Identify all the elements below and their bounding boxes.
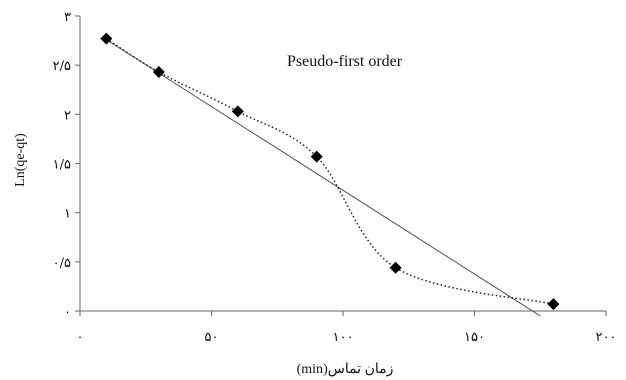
x-tick-label: ۱۵۰ bbox=[464, 330, 485, 345]
y-tick-label: ۰/۵ bbox=[53, 256, 71, 271]
y-axis-label: Ln(qe-qt) bbox=[13, 133, 28, 187]
smoothed-series-line bbox=[105, 37, 554, 305]
y-tick-label: ۱ bbox=[64, 207, 71, 222]
x-tick-label: ۱۰۰ bbox=[333, 330, 354, 345]
y-axis-ticks: ۰ ۰/۵ ۱ ۱/۵ ۲ ۲/۵ ۳ bbox=[53, 10, 80, 320]
y-tick-label: ۲ bbox=[64, 108, 71, 123]
y-tick-label: ۰ bbox=[64, 305, 71, 320]
data-point bbox=[231, 105, 244, 118]
data-point bbox=[152, 66, 165, 79]
x-axis-ticks: ۰ ۵۰ ۱۰۰ ۱۵۰ ۲۰۰ bbox=[77, 311, 617, 345]
data-point bbox=[389, 261, 402, 274]
x-tick-label: ۲۰۰ bbox=[596, 330, 617, 345]
x-axis-label: زمان تماس(min) bbox=[297, 362, 394, 377]
x-tick-label: ۵۰ bbox=[205, 330, 219, 345]
data-point bbox=[100, 32, 113, 45]
linear-trendline bbox=[106, 39, 541, 317]
x-tick-label: ۰ bbox=[77, 330, 84, 345]
y-tick-label: ۳ bbox=[64, 10, 71, 25]
data-point bbox=[310, 150, 323, 163]
data-points bbox=[100, 32, 560, 311]
data-point bbox=[547, 298, 560, 311]
y-tick-label: ۱/۵ bbox=[53, 158, 71, 173]
chart-annotation: Pseudo-first order bbox=[287, 53, 403, 70]
y-tick-label: ۲/۵ bbox=[53, 59, 71, 74]
